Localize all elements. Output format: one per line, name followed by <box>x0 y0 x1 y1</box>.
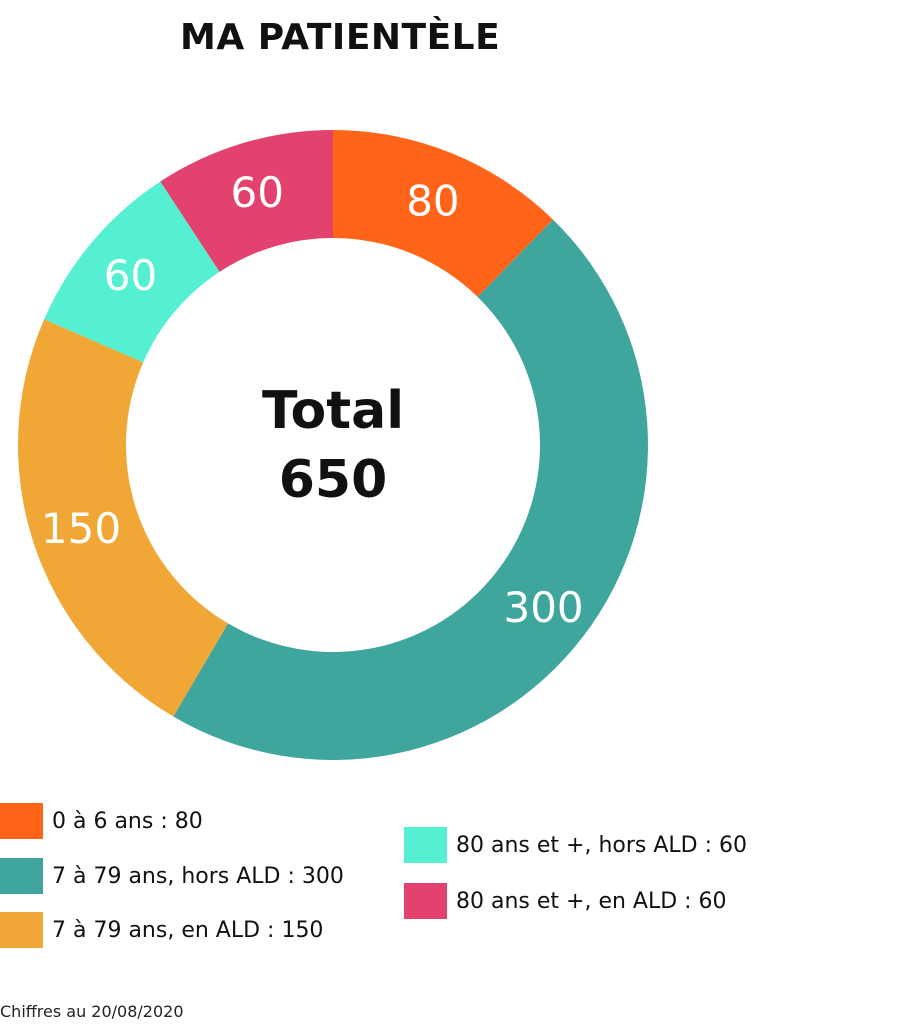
footer-note: Chiffres au 20/08/2020 <box>0 1002 184 1021</box>
slice-label-0: 80 <box>406 177 459 226</box>
center-label: Total <box>262 381 404 441</box>
chart-title: MA PATIENTÈLE <box>180 17 501 58</box>
legend-label: 80 ans et +, hors ALD : 60 <box>456 832 747 858</box>
legend-item-80-hors-ald: 80 ans et +, hors ALD : 60 <box>404 827 747 863</box>
slice-label-3: 60 <box>104 251 157 300</box>
legend-item-0-6: 0 à 6 ans : 80 <box>0 803 203 839</box>
legend-item-7-79-en-ald: 7 à 79 ans, en ALD : 150 <box>0 912 323 948</box>
legend-swatch <box>0 858 43 894</box>
legend-swatch <box>404 883 447 919</box>
legend-label: 7 à 79 ans, en ALD : 150 <box>52 917 324 943</box>
slice-labels: 80 300 150 60 60 <box>41 168 584 632</box>
legend-label: 80 ans et +, en ALD : 60 <box>456 888 727 914</box>
donut-chart: 80 300 150 60 60 Total 650 <box>18 130 649 761</box>
legend-swatch <box>404 827 447 863</box>
center-total: 650 <box>279 450 388 510</box>
donut-slice-4 <box>160 130 333 272</box>
legend-swatch <box>0 912 43 948</box>
legend-label: 7 à 79 ans, hors ALD : 300 <box>52 863 344 889</box>
slice-label-4: 60 <box>230 168 283 217</box>
legend-label: 0 à 6 ans : 80 <box>52 808 203 834</box>
donut-slice-3 <box>44 181 220 363</box>
donut-slice-2 <box>18 319 229 717</box>
legend-swatch <box>0 803 43 839</box>
slice-label-2: 150 <box>41 504 121 553</box>
slice-label-1: 300 <box>503 583 583 632</box>
legend-item-80-en-ald: 80 ans et +, en ALD : 60 <box>404 883 727 919</box>
donut-slices <box>18 130 649 761</box>
legend-item-7-79-hors-ald: 7 à 79 ans, hors ALD : 300 <box>0 858 344 894</box>
donut-slice-1 <box>173 219 649 761</box>
donut-slice-0 <box>333 130 554 297</box>
